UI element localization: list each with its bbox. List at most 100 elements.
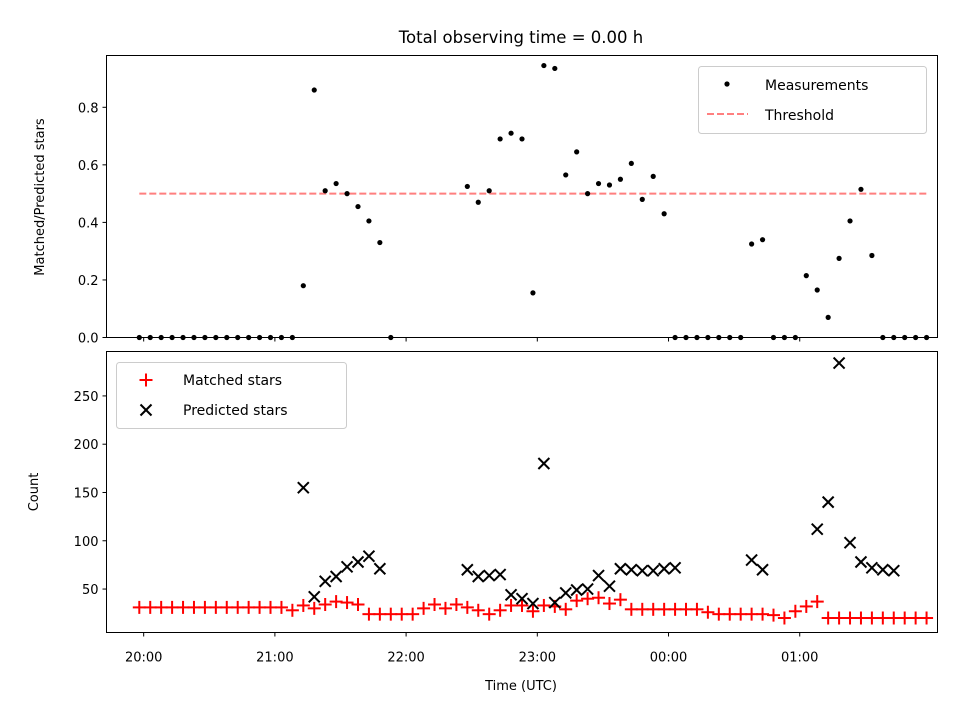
bottom-axes: 50 100 150 200 250 20:00 21:00 22:00 23:00 00:00… [27,351,938,694]
matched-star-point [165,600,179,614]
predicted-star-point [351,555,365,569]
measurement-point [355,203,361,210]
predicted-star-point [636,564,649,577]
matched-star-point [766,608,780,622]
matched-star-point [264,600,278,614]
top-axes-frame [106,55,938,338]
predicted-x-b [548,596,562,609]
predicted-star-point [603,579,616,593]
measurement-point [869,252,875,259]
measurement-point [858,186,864,192]
predicted-star-point [297,481,310,494]
predicted-x-b [329,570,343,583]
predicted-star-point [461,563,474,576]
predicted-x-b [887,564,900,577]
predicted-star-point [592,569,605,582]
measurement-point [585,191,591,197]
predicted-x-b [625,563,638,576]
measurement-point [541,62,547,69]
matched-star-point [668,602,682,616]
predicted-star-point [843,536,857,549]
legend-predicted-label: Predicted stars [183,403,288,419]
predicted-star-point [821,495,835,509]
matched-star-point [132,600,146,614]
matched-star-point [231,600,245,614]
matched-star-point [592,591,606,605]
predicted-x-b [668,561,682,575]
predicted-x-b [811,522,824,536]
predicted-x-b [843,536,857,549]
matched-star-point [285,603,299,617]
top-y-tick-label: 0.4 [78,216,99,231]
top-y-tick-label: 0.6 [78,159,99,174]
bottom-legend: Matched stars Predicted stars [116,362,347,429]
top-y-tick-label: 0.0 [78,332,99,347]
bottom-y-tick-label: 200 [74,438,99,453]
matched-star-point [646,602,660,616]
measurement-point [530,290,536,296]
matched-star-point [242,600,256,614]
measurement-point [464,183,470,190]
matched-star-point [843,611,857,625]
matched-star-point [493,603,507,617]
matched-star-point [406,607,420,621]
matched-star-point [471,603,485,617]
predicted-x-b [647,564,660,577]
matched-star-point [570,594,584,608]
predicted-x-b [537,457,551,470]
matched-star-point [537,598,551,612]
measurement-point [574,149,580,155]
top-y-axis-label: Matched/Predicted stars [33,118,48,276]
matched-star-point [318,597,332,611]
matched-star-point [384,607,398,621]
predicted-star-point [526,597,540,610]
predicted-star-point [647,564,660,577]
legend-measurements-marker [724,81,730,87]
measurement-point [322,188,328,194]
measurement-point [563,172,569,178]
matched-star-point [482,607,496,621]
measurement-point [749,241,755,247]
measurement-point [650,173,656,179]
predicted-star-point [745,553,758,567]
matched-star-point [799,599,813,613]
predicted-x-b [745,553,758,567]
matched-star-point [788,604,802,618]
predicted-star-point [614,562,627,575]
matched-star-point [526,604,540,618]
matched-star-point [734,607,748,621]
predicted-star-point [318,575,332,588]
matched-star-point [854,611,868,625]
measurement-point [377,239,383,246]
matched-star-point [428,597,442,611]
predicted-x-b [581,582,594,596]
bottom-axes-frame [106,351,938,633]
predicted-star-point [865,561,879,575]
predicted-star-point [329,570,343,583]
predicted-star-point [876,563,890,576]
predicted-star-point [570,583,583,597]
matched-star-point [723,607,737,621]
predicted-x-b [821,495,835,509]
predicted-star-point [515,592,529,605]
matched-star-point [253,600,267,614]
predicted-x-b [472,570,485,583]
matched-star-point [274,600,288,614]
matched-star-point [712,607,726,621]
predicted-x-b [603,579,616,593]
bottom-legend-box [116,362,347,429]
matched-star-point [701,605,715,619]
predicted-star-point [472,570,485,583]
predicted-star-point [811,522,824,536]
predicted-x-b [526,597,540,610]
x-tick-label: 23:00 [519,651,556,666]
matched-star-point [351,597,365,611]
predicted-star-point [559,586,572,600]
predicted-x-b [504,588,518,602]
matched-star-point [821,611,835,625]
predicted-x-b [636,564,649,577]
top-legend-box [698,66,927,134]
measurement-point [475,199,481,205]
matched-star-point [187,600,201,614]
